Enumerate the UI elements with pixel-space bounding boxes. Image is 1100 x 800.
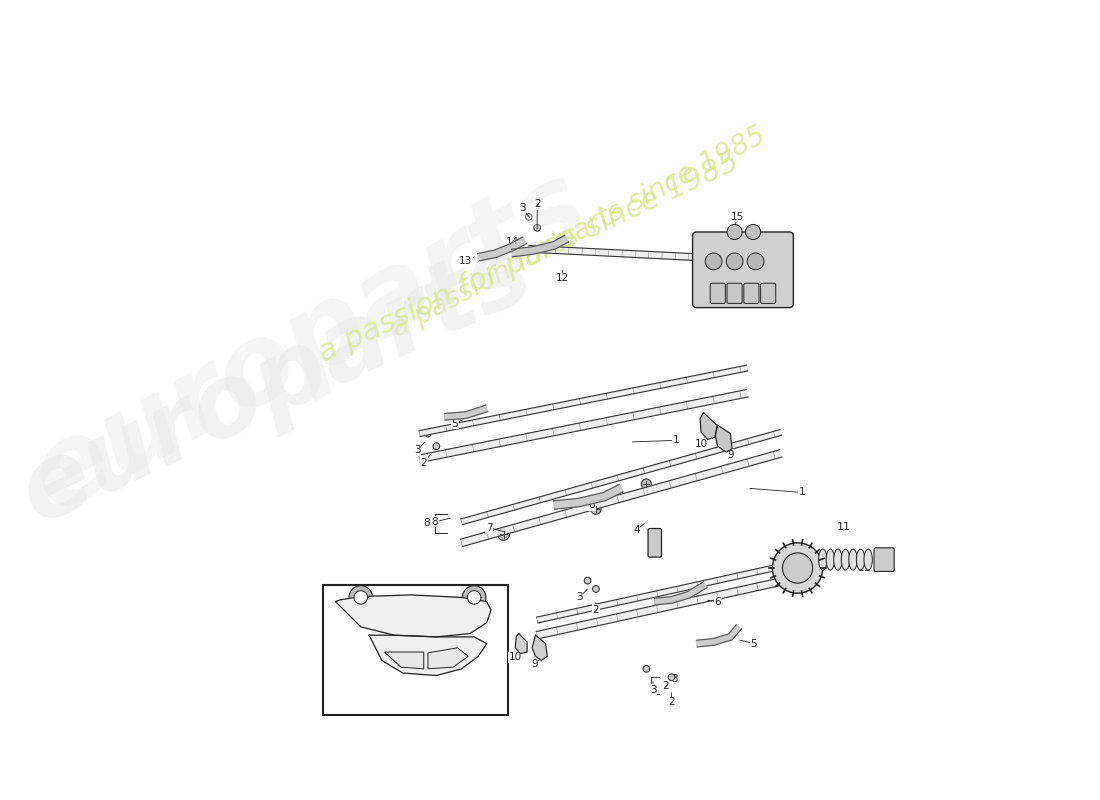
Ellipse shape [864, 549, 872, 570]
Polygon shape [444, 406, 487, 420]
FancyBboxPatch shape [693, 232, 793, 307]
Text: 2: 2 [534, 199, 540, 210]
Circle shape [641, 479, 651, 489]
Text: 3: 3 [650, 685, 657, 695]
Polygon shape [461, 430, 782, 525]
Text: europarts: europarts [6, 222, 548, 544]
Circle shape [591, 504, 601, 514]
Ellipse shape [818, 549, 827, 570]
Text: 9: 9 [531, 658, 538, 669]
Circle shape [526, 214, 532, 220]
Polygon shape [537, 574, 799, 639]
Text: 2: 2 [669, 698, 675, 707]
Polygon shape [532, 635, 547, 661]
Polygon shape [336, 595, 491, 637]
Circle shape [746, 225, 760, 239]
Text: europarts: europarts [14, 150, 606, 533]
FancyBboxPatch shape [760, 283, 775, 303]
Text: 5: 5 [451, 418, 459, 429]
Text: 3: 3 [576, 593, 583, 602]
Circle shape [433, 443, 440, 450]
FancyBboxPatch shape [648, 529, 661, 557]
Text: 1: 1 [672, 435, 679, 446]
Text: 14: 14 [505, 237, 518, 247]
Text: 3: 3 [414, 446, 420, 455]
Text: 2: 2 [420, 458, 427, 468]
Polygon shape [384, 652, 424, 669]
Text: 8: 8 [424, 518, 430, 529]
Polygon shape [537, 560, 799, 623]
Circle shape [668, 674, 675, 681]
Polygon shape [654, 582, 707, 605]
Circle shape [772, 543, 823, 594]
Ellipse shape [857, 549, 865, 570]
FancyBboxPatch shape [323, 585, 508, 715]
Circle shape [534, 225, 540, 231]
Polygon shape [512, 235, 569, 257]
Text: 8: 8 [431, 517, 438, 527]
Circle shape [349, 586, 373, 609]
Polygon shape [700, 413, 717, 439]
Polygon shape [553, 485, 623, 509]
Text: 11: 11 [837, 522, 850, 532]
Text: 11: 11 [858, 563, 871, 573]
Ellipse shape [849, 549, 857, 570]
Text: 9: 9 [727, 450, 734, 460]
FancyBboxPatch shape [874, 548, 894, 571]
Ellipse shape [842, 549, 849, 570]
Circle shape [584, 578, 591, 584]
Polygon shape [370, 635, 487, 675]
Text: 15: 15 [730, 212, 744, 222]
FancyBboxPatch shape [711, 283, 725, 303]
FancyBboxPatch shape [744, 283, 759, 303]
Text: 7: 7 [486, 522, 493, 533]
Text: 10: 10 [694, 438, 707, 449]
Polygon shape [515, 634, 527, 654]
Polygon shape [419, 365, 748, 437]
Circle shape [497, 529, 509, 540]
Circle shape [650, 547, 659, 555]
Circle shape [727, 225, 742, 239]
Text: 1: 1 [799, 487, 805, 498]
Text: 3: 3 [519, 203, 526, 214]
Polygon shape [477, 237, 526, 261]
Polygon shape [461, 450, 782, 546]
Circle shape [354, 590, 367, 604]
Text: 13: 13 [459, 256, 472, 266]
Polygon shape [715, 426, 733, 452]
Circle shape [747, 253, 764, 270]
Text: 5: 5 [750, 638, 757, 649]
Text: 12: 12 [556, 273, 569, 283]
Polygon shape [428, 648, 469, 669]
Text: 6: 6 [715, 597, 722, 606]
Circle shape [644, 666, 650, 672]
Text: a passion for parts since 1985: a passion for parts since 1985 [387, 121, 771, 343]
Circle shape [705, 253, 722, 270]
Ellipse shape [834, 549, 843, 570]
Circle shape [462, 586, 486, 609]
Ellipse shape [826, 549, 835, 570]
Circle shape [425, 430, 431, 437]
Text: a passion for parts since 1985: a passion for parts since 1985 [314, 146, 744, 368]
Polygon shape [696, 625, 741, 647]
Text: 2: 2 [662, 681, 669, 690]
Text: 4: 4 [632, 526, 639, 535]
Text: 6: 6 [588, 500, 595, 510]
Circle shape [468, 590, 481, 604]
Circle shape [726, 253, 742, 270]
Polygon shape [529, 246, 722, 262]
Text: 3: 3 [671, 674, 678, 684]
Text: 10: 10 [509, 652, 521, 662]
Text: 2: 2 [593, 605, 600, 615]
Circle shape [593, 586, 600, 592]
Polygon shape [419, 390, 748, 462]
Circle shape [782, 553, 813, 583]
FancyBboxPatch shape [727, 283, 742, 303]
